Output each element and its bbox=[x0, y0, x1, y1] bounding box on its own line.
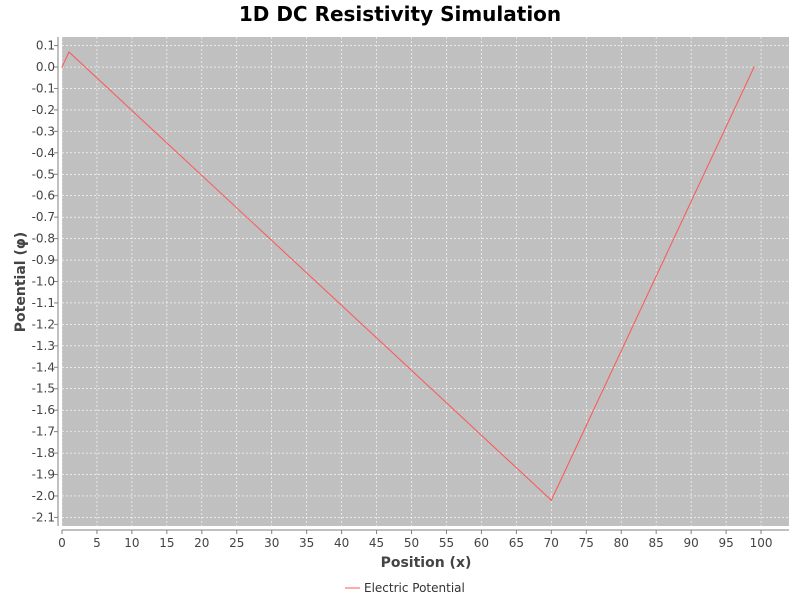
x-tick-label: 85 bbox=[649, 536, 664, 550]
y-tick-label: -0.9 bbox=[32, 253, 55, 267]
series-line-electric-potential bbox=[61, 51, 755, 502]
x-tick-label: 35 bbox=[299, 536, 314, 550]
legend-label-electric-potential: Electric Potential bbox=[364, 581, 465, 595]
x-tick-label: 45 bbox=[369, 536, 384, 550]
x-tick-label: 80 bbox=[614, 536, 629, 550]
y-tick-label: -1.1 bbox=[32, 296, 55, 310]
y-tick-label: 0.0 bbox=[36, 60, 55, 74]
y-tick-label: -0.3 bbox=[32, 124, 55, 138]
x-tick-label: 60 bbox=[474, 536, 489, 550]
x-tick-label: 95 bbox=[718, 536, 733, 550]
tick-labels: 0 5 10 15 20 25 30 35 40 45 50 55 60 65 70 75 80 85 90 95 10… bbox=[32, 39, 773, 550]
data-point bbox=[68, 51, 70, 53]
y-tick-label: -1.9 bbox=[32, 468, 55, 482]
data-point bbox=[753, 66, 755, 68]
x-tick-label: 65 bbox=[509, 536, 524, 550]
data-point bbox=[61, 66, 63, 68]
y-tick-label: -1.0 bbox=[32, 275, 55, 289]
y-tick-label: -0.4 bbox=[32, 146, 55, 160]
y-tick-label: -2.1 bbox=[32, 510, 55, 524]
x-tick-label: 30 bbox=[264, 536, 279, 550]
series-layer bbox=[61, 51, 755, 502]
y-tick-label: -1.5 bbox=[32, 382, 55, 396]
axes bbox=[54, 37, 789, 534]
x-tick-label: 20 bbox=[194, 536, 209, 550]
grid-lines bbox=[61, 37, 789, 526]
x-tick-label: 90 bbox=[683, 536, 698, 550]
y-tick-label: -0.6 bbox=[32, 189, 55, 203]
x-tick-label: 70 bbox=[544, 536, 559, 550]
x-tick-label: 5 bbox=[93, 536, 101, 550]
y-tick-label: -1.7 bbox=[32, 425, 55, 439]
x-tick-label: 75 bbox=[579, 536, 594, 550]
chart-title: 1D DC Resistivity Simulation bbox=[239, 2, 561, 26]
data-point bbox=[550, 499, 552, 501]
x-tick-label: 55 bbox=[439, 536, 454, 550]
y-tick-label: -1.6 bbox=[32, 403, 55, 417]
x-tick-label: 40 bbox=[334, 536, 349, 550]
y-axis-label: Potential (φ) bbox=[13, 232, 29, 332]
y-tick-label: -0.1 bbox=[32, 81, 55, 95]
y-tick-label: -1.4 bbox=[32, 360, 55, 374]
y-tick-label: -0.2 bbox=[32, 103, 55, 117]
x-tick-label: 25 bbox=[229, 536, 244, 550]
y-tick-label: -1.2 bbox=[32, 317, 55, 331]
y-tick-label: -1.3 bbox=[32, 339, 55, 353]
y-tick-label: -2.0 bbox=[32, 489, 55, 503]
x-tick-label: 100 bbox=[750, 536, 773, 550]
x-tick-label: 50 bbox=[404, 536, 419, 550]
y-tick-label: -0.7 bbox=[32, 210, 55, 224]
y-tick-label: 0.1 bbox=[36, 39, 55, 53]
y-tick-label: -0.5 bbox=[32, 167, 55, 181]
x-tick-label: 10 bbox=[124, 536, 139, 550]
y-tick-label: -1.8 bbox=[32, 446, 55, 460]
y-tick-label: -0.8 bbox=[32, 232, 55, 246]
x-tick-label: 15 bbox=[159, 536, 174, 550]
x-axis-label: Position (x) bbox=[381, 555, 472, 571]
legend: Electric Potential bbox=[345, 581, 465, 595]
x-tick-label: 0 bbox=[58, 536, 66, 550]
